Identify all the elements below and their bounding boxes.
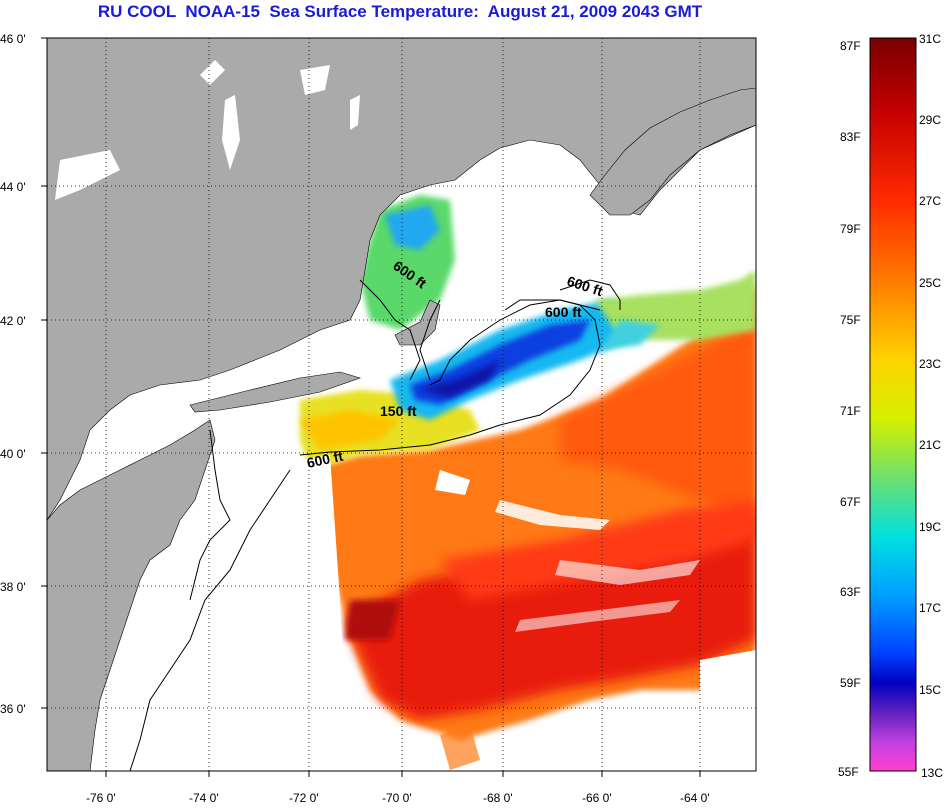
contour-label-150ft: 150 ft bbox=[380, 403, 417, 419]
map-content bbox=[47, 38, 756, 771]
lat-label-38: 38 0' bbox=[0, 580, 26, 594]
lat-label-40: 40 0' bbox=[0, 447, 26, 461]
contour-label-600ft-georges-bank: 600 ft bbox=[545, 304, 582, 320]
map-title: RU COOL NOAA-15 Sea Surface Temperature:… bbox=[97, 2, 703, 21]
colorbar-label-25c: 25C bbox=[919, 276, 941, 290]
lakes bbox=[55, 60, 360, 200]
colorbar-label-87f: 87F bbox=[840, 39, 861, 53]
colorbar-label-27c: 27C bbox=[919, 194, 941, 208]
lon-label-64: -64 0' bbox=[680, 791, 710, 805]
colorbar-label-83f: 83F bbox=[840, 130, 861, 144]
axis-ticks bbox=[41, 37, 701, 777]
colorbar-label-21c: 21C bbox=[919, 438, 941, 452]
colorbar-label-59f: 59F bbox=[840, 676, 861, 690]
sst-field bbox=[300, 195, 756, 770]
lon-label-72: -72 0' bbox=[289, 791, 319, 805]
lat-label-42: 42 0' bbox=[0, 314, 26, 328]
colorbar-label-13c: 13C bbox=[921, 766, 943, 780]
colorbar-label-75f: 75F bbox=[840, 313, 861, 327]
land bbox=[47, 38, 756, 771]
lat-label-46: 46 0' bbox=[0, 32, 26, 46]
colorbar-label-23c: 23C bbox=[919, 357, 941, 371]
lon-label-76: -76 0' bbox=[86, 791, 116, 805]
colorbar-label-15c: 15C bbox=[919, 683, 941, 697]
lon-label-70: -70 0' bbox=[382, 791, 412, 805]
colorbar-label-31c: 31C bbox=[919, 32, 941, 46]
lat-label-36: 36 0' bbox=[0, 702, 26, 716]
colorbar bbox=[869, 37, 917, 772]
colorbar-label-55f: 55F bbox=[838, 765, 859, 779]
lon-label-68: -68 0' bbox=[483, 791, 513, 805]
lon-label-66: -66 0' bbox=[582, 791, 612, 805]
colorbar-label-71f: 71F bbox=[840, 404, 861, 418]
bathymetry-contours bbox=[129, 279, 621, 771]
colorbar-label-79f: 79F bbox=[840, 222, 861, 236]
colorbar-label-67f: 67F bbox=[840, 495, 861, 509]
colorbar-label-29c: 29C bbox=[919, 113, 941, 127]
colorbar-label-63f: 63F bbox=[840, 585, 861, 599]
lat-label-44: 44 0' bbox=[0, 180, 26, 194]
contour-label-600ft-shelf-break: 600 ft bbox=[305, 448, 344, 471]
colorbar-label-19c: 19C bbox=[919, 520, 941, 534]
colorbar-label-17c: 17C bbox=[919, 601, 941, 615]
lon-label-74: -74 0' bbox=[189, 791, 219, 805]
